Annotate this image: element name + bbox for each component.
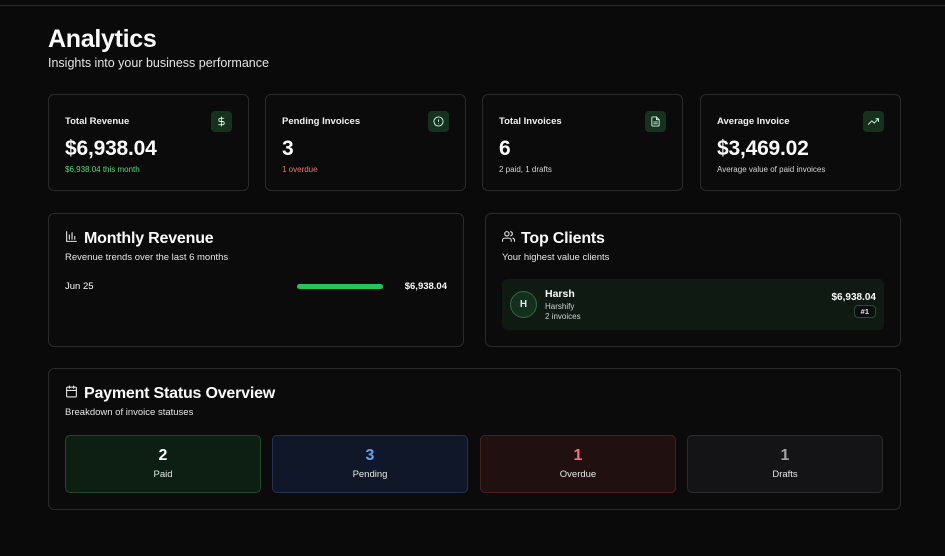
stat-value: 6 [499,137,511,160]
status-paid: 2 Paid [65,435,261,493]
stat-value: $3,469.02 [717,137,809,160]
top-clients-card: Top Clients Your highest value clients H… [485,213,901,347]
revenue-amount: $6,938.04 [404,281,447,292]
page-title: Analytics [48,25,157,53]
client-company: Harshify [545,302,575,311]
revenue-month: Jun 25 [65,281,94,292]
payment-status-title: Payment Status Overview [65,385,275,403]
status-label: Paid [153,469,173,480]
client-rank-badge: #1 [853,305,876,318]
calendar-icon [65,385,78,403]
file-text-icon [645,111,666,132]
top-clients-subtitle: Your highest value clients [502,252,610,263]
top-divider [0,5,945,6]
revenue-row: Jun 25 $6,938.04 [65,281,447,293]
stat-card-pending-invoices: Pending Invoices 3 1 overdue [265,94,466,191]
stat-card-total-revenue: Total Revenue $6,938.04 $6,938.04 this m… [48,94,249,191]
status-count: 1 [780,447,790,464]
section-title-text: Payment Status Overview [84,385,276,402]
section-title-text: Top Clients [521,230,605,247]
client-total: $6,938.04 [831,292,877,303]
client-invoice-count: 2 invoices [545,312,581,321]
status-overdue: 1 Overdue [480,435,676,493]
alert-circle-icon [428,111,449,132]
status-count: 3 [365,447,375,464]
stat-note: $6,938.04 this month [65,165,140,174]
dollar-icon [211,111,232,132]
status-count: 2 [158,447,168,464]
stat-note: 2 paid, 1 drafts [499,165,552,174]
stat-card-average-invoice: Average Invoice $3,469.02 Average value … [700,94,901,191]
monthly-revenue-title: Monthly Revenue [65,230,214,248]
stat-label: Total Revenue [65,116,130,127]
payment-status-card: Payment Status Overview Breakdown of inv… [48,368,901,510]
client-name: Harsh [545,288,575,300]
stat-value: 3 [282,137,294,160]
status-label: Pending [352,469,388,480]
revenue-bar [297,284,383,289]
stat-label: Pending Invoices [282,116,361,127]
trending-up-icon [863,111,884,132]
page-subtitle: Insights into your business performance [48,56,269,70]
status-pending: 3 Pending [272,435,468,493]
client-row[interactable]: H Harsh Harshify 2 invoices $6,938.04 #1 [502,279,884,330]
payment-status-subtitle: Breakdown of invoice statuses [65,407,194,418]
stat-note: 1 overdue [282,165,318,174]
stat-value: $6,938.04 [65,137,157,160]
top-clients-title: Top Clients [502,230,605,248]
users-icon [502,230,515,248]
monthly-revenue-subtitle: Revenue trends over the last 6 months [65,252,229,263]
status-label: Drafts [772,469,798,480]
stat-card-total-invoices: Total Invoices 6 2 paid, 1 drafts [482,94,683,191]
status-label: Overdue [559,469,597,480]
bar-chart-icon [65,230,78,248]
monthly-revenue-card: Monthly Revenue Revenue trends over the … [48,213,464,347]
stat-note: Average value of paid invoices [717,165,826,174]
avatar: H [510,291,537,318]
stat-label: Average Invoice [717,116,790,127]
status-count: 1 [573,447,583,464]
section-title-text: Monthly Revenue [84,230,214,247]
stat-label: Total Invoices [499,116,562,127]
status-drafts: 1 Drafts [687,435,883,493]
